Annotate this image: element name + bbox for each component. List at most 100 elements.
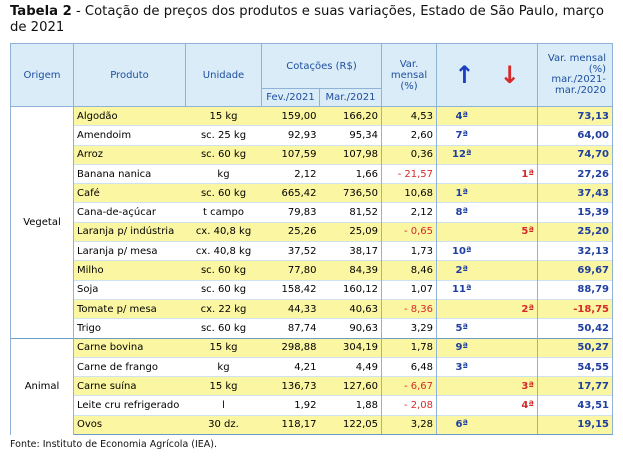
table-row: Vegetal Algodão 15 kg 159,00 166,20 4,53 4ª 73,… <box>10 105 614 339</box>
annual-var-cell: 32,13 <box>537 241 614 261</box>
unit-cell: t campo <box>185 202 262 223</box>
rank-up-cell <box>436 376 487 396</box>
unit-cell: l <box>185 395 262 416</box>
price-mar-cell: 40,63 <box>319 298 382 319</box>
price-mar-cell: 160,12 <box>319 279 382 300</box>
annual-var-cell: 37,43 <box>537 183 614 203</box>
price-mar-cell: 304,19 <box>319 337 382 358</box>
product-cell: Ovos <box>73 414 186 436</box>
annual-var-cell: 43,51 <box>537 395 614 416</box>
rank-down-cell <box>486 241 538 261</box>
product-cell: Laranja p/ mesa <box>73 241 186 261</box>
product-cell: Carne suína <box>73 376 186 396</box>
product-cell: Amendoim <box>73 125 186 146</box>
col-origem: Origem <box>10 43 74 107</box>
monthly-var-cell: 1,73 <box>381 241 437 261</box>
price-feb-cell: 77,80 <box>261 260 320 281</box>
price-feb-cell: 665,42 <box>261 183 320 203</box>
product-cell: Carne de frango <box>73 356 186 377</box>
price-feb-cell: 92,93 <box>261 125 320 146</box>
unit-cell: kg <box>185 163 262 184</box>
monthly-var-cell: 0,36 <box>381 144 437 165</box>
price-feb-cell: 298,88 <box>261 337 320 358</box>
monthly-var-cell: 8,46 <box>381 260 437 281</box>
monthly-var-cell: 4,53 <box>381 105 437 126</box>
table-row: Ovos 30 dz. 118,17 122,05 3,28 6ª 19,15 <box>11 414 614 436</box>
rank-up-cell: 8ª <box>436 202 487 223</box>
table-row: Tomate p/ mesa cx. 22 kg 44,33 40,63- 8,36 2… <box>11 298 614 319</box>
rank-up-cell: 2ª <box>436 260 487 281</box>
col-var-mensal: Var. mensal (%) <box>381 43 438 107</box>
unit-cell: sc. 60 kg <box>185 279 262 300</box>
annual-var-cell: 74,70 <box>537 144 614 165</box>
rank-up-cell: 11ª <box>436 279 487 300</box>
rank-down-cell: 3ª <box>486 376 538 396</box>
table-row: Carne de frango kg 4,21 4,49 6,48 3ª 54,55 <box>11 356 614 377</box>
rank-down-cell <box>486 337 538 358</box>
table-row: Arroz sc. 60 kg 107,59 107,98 0,36 12ª 74,70 <box>11 144 614 165</box>
monthly-var-cell: 3,29 <box>381 318 437 339</box>
monthly-var-cell: - 0,65 <box>381 221 437 242</box>
price-feb-cell: 158,42 <box>261 279 320 300</box>
rank-down-cell <box>486 202 538 223</box>
price-feb-cell: 136,73 <box>261 376 320 396</box>
table-row: Carne suína 15 kg 136,73 127,60- 6,67 3ª 17,7… <box>11 376 614 396</box>
table-row: Trigo sc. 60 kg 87,74 90,63 3,29 5ª 50,42 <box>11 318 614 339</box>
up-arrow-icon: ↑ <box>454 61 475 89</box>
unit-cell: sc. 60 kg <box>185 318 262 339</box>
price-mar-cell: 1,88 <box>319 395 382 416</box>
origin-cell: Animal <box>10 337 74 435</box>
price-mar-cell: 1,66 <box>319 163 382 184</box>
price-feb-cell: 4,21 <box>261 356 320 377</box>
product-cell: Milho <box>73 260 186 281</box>
table-row: Café sc. 60 kg 665,42 736,50 10,68 1ª 37,43 <box>11 183 614 203</box>
annual-var-cell: 50,27 <box>537 337 614 358</box>
table-row: Soja sc. 60 kg 158,42 160,12 1,07 11ª 88,79 <box>11 279 614 300</box>
price-mar-cell: 166,20 <box>319 105 382 126</box>
col-unidade: Unidade <box>185 43 262 107</box>
rank-down-cell <box>486 279 538 300</box>
table-title-text: - Cotação de preços dos produtos e suas … <box>10 4 604 35</box>
annual-var-cell: 64,00 <box>537 125 614 146</box>
rank-down-cell: 2ª <box>486 298 538 319</box>
product-cell: Tomate p/ mesa <box>73 298 186 319</box>
unit-cell: sc. 60 kg <box>185 144 262 165</box>
rank-down-cell <box>486 105 538 126</box>
rank-up-cell: 3ª <box>436 356 487 377</box>
product-cell: Trigo <box>73 318 186 339</box>
annual-var-cell: 50,42 <box>537 318 614 339</box>
annual-var-cell: 19,15 <box>537 414 614 436</box>
unit-cell: cx. 40,8 kg <box>185 221 262 242</box>
price-mar-cell: 107,98 <box>319 144 382 165</box>
rank-up-cell: 12ª <box>436 144 487 165</box>
rank-up-cell: 9ª <box>436 337 487 358</box>
price-feb-cell: 44,33 <box>261 298 320 319</box>
rank-up-cell <box>436 395 487 416</box>
monthly-var-cell: 1,07 <box>381 279 437 300</box>
origin-cell: Vegetal <box>10 106 74 339</box>
price-mar-cell: 736,50 <box>319 183 382 203</box>
monthly-var-cell: - 21,57 <box>381 163 437 184</box>
table-title: Tabela 2 - Cotação de preços dos produto… <box>10 4 618 36</box>
product-cell: Banana nanica <box>73 163 186 184</box>
monthly-var-cell: 2,12 <box>381 202 437 223</box>
product-cell: Carne bovina <box>73 337 186 358</box>
annual-var-cell: 27,26 <box>537 163 614 184</box>
annual-var-cell: 25,20 <box>537 221 614 242</box>
table-row: Amendoim sc. 25 kg 92,93 95,34 2,60 7ª 64,00 <box>11 125 614 146</box>
monthly-var-cell: - 2,08 <box>381 395 437 416</box>
unit-cell: 15 kg <box>185 376 262 396</box>
table-body: Vegetal Algodão 15 kg 159,00 166,20 4,53 4ª 73,… <box>10 105 614 436</box>
price-mar-cell: 122,05 <box>319 414 382 436</box>
col-fev: Fev./2021 <box>261 88 320 107</box>
unit-cell: sc. 60 kg <box>185 260 262 281</box>
monthly-var-cell: 3,28 <box>381 414 437 436</box>
annual-var-cell: 15,39 <box>537 202 614 223</box>
price-feb-cell: 159,00 <box>261 105 320 126</box>
annual-var-cell: 69,67 <box>537 260 614 281</box>
product-cell: Laranja p/ indústria <box>73 221 186 242</box>
table-row: Laranja p/ mesa cx. 40,8 kg 37,52 38,17 1,73… <box>11 241 614 261</box>
col-produto: Produto <box>73 43 186 107</box>
annual-var-cell: 73,13 <box>537 105 614 126</box>
price-feb-cell: 25,26 <box>261 221 320 242</box>
